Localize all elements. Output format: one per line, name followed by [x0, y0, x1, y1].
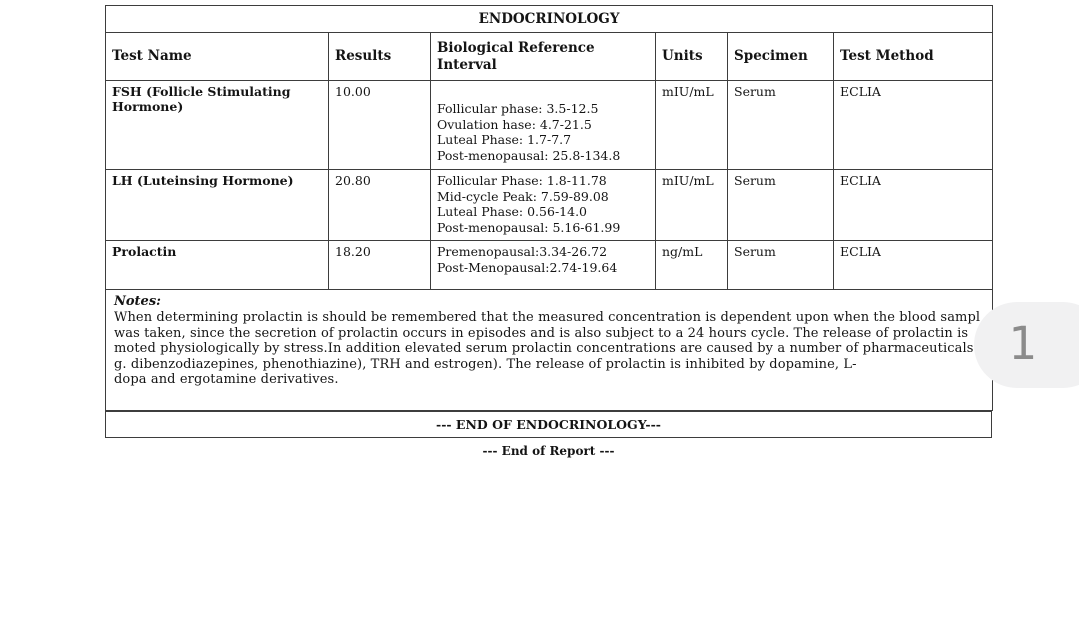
- column-header-reference-interval: Biological Reference Interval: [430, 32, 656, 81]
- column-header-specimen: Specimen: [727, 32, 834, 81]
- reference-line: Luteal Phase: 0.56-14.0: [437, 204, 587, 219]
- reference-line: Premenopausal:3.34-26.72: [437, 244, 608, 259]
- test-method-cell: ECLIA: [832, 240, 994, 290]
- test-name-cell: FSH (Follicle Stimulating Hormone): [105, 80, 329, 170]
- reference-line: Post-menopausal: 5.16-61.99: [437, 219, 621, 235]
- result-cell: 20.80: [328, 169, 431, 241]
- page-number: 1: [1008, 317, 1038, 370]
- notes-line: was taken, since the secretion of prolac…: [114, 325, 969, 341]
- column-header-reference-interval-label: Biological Reference Interval: [437, 39, 595, 73]
- specimen-cell: Serum: [727, 169, 834, 241]
- column-header-results: Results: [328, 32, 431, 81]
- notes-line: g. dibenzodiazepines, phenothiazine), TR…: [114, 356, 857, 372]
- reference-interval-cell: Follicular Phase: 1.8-11.78 Mid-cycle Pe…: [430, 169, 656, 241]
- reference-line: Mid-cycle Peak: 7.59-89.08: [437, 188, 609, 204]
- units-cell: ng/mL: [655, 240, 728, 290]
- result-cell: 18.20: [328, 240, 431, 290]
- table-row: FSH (Follicle Stimulating Hormone) 10.00…: [105, 80, 994, 170]
- table-header-row: Test Name Results Biological Reference I…: [105, 32, 994, 81]
- specimen-cell: Serum: [727, 80, 834, 170]
- notes-section: Notes: When determining prolactin is sho…: [104, 289, 994, 411]
- column-header-test-name: Test Name: [105, 32, 329, 81]
- notes-line: moted physiologically by stress.In addit…: [114, 341, 974, 356]
- notes-line: When determining prolactin is should be …: [114, 310, 981, 325]
- test-method-cell: ECLIA: [832, 169, 994, 241]
- table-row: Prolactin 18.20 Premenopausal:3.34-26.72…: [105, 240, 994, 290]
- end-of-section-banner: --- END OF ENDOCRINOLOGY---: [105, 411, 992, 438]
- notes-line: dopa and ergotamine derivatives.: [114, 372, 339, 387]
- reference-line: Luteal Phase: 1.7-7.7: [437, 132, 572, 147]
- test-name-cell: Prolactin: [105, 240, 329, 290]
- column-header-test-method: Test Method: [832, 32, 994, 81]
- test-name-cell: LH (Luteinsing Hormone): [105, 169, 329, 241]
- table-row: LH (Luteinsing Hormone) 20.80 Follicular…: [105, 169, 994, 241]
- reference-line: Post-menopausal: 25.8-134.8: [437, 147, 621, 163]
- end-of-report-text: --- End of Report ---: [482, 444, 615, 458]
- column-header-units: Units: [655, 32, 728, 81]
- notes-label: Notes:: [114, 294, 161, 309]
- result-cell: 10.00: [328, 80, 431, 170]
- units-cell: mIU/mL: [655, 169, 728, 241]
- reference-line: Ovulation hase: 4.7-21.5: [437, 116, 592, 132]
- reference-line: Post-Menopausal:2.74-19.64: [437, 259, 618, 275]
- section-title-row: ENDOCRINOLOGY: [104, 5, 994, 33]
- units-cell: mIU/mL: [655, 80, 728, 170]
- lab-results-table: ENDOCRINOLOGY Test Name Results Biologic…: [104, 5, 994, 411]
- reference-interval-cell: Premenopausal:3.34-26.72 Post-Menopausal…: [430, 240, 656, 290]
- test-method-cell: ECLIA: [832, 80, 994, 170]
- section-title: ENDOCRINOLOGY: [104, 5, 994, 33]
- reference-line: Follicular Phase: 1.8-11.78: [437, 173, 607, 188]
- reference-line: Follicular phase: 3.5-12.5: [437, 101, 599, 116]
- specimen-cell: Serum: [727, 240, 834, 290]
- page-indicator[interactable]: 1: [974, 302, 1079, 388]
- reference-interval-cell: Follicular phase: 3.5-12.5 Ovulation has…: [430, 80, 656, 170]
